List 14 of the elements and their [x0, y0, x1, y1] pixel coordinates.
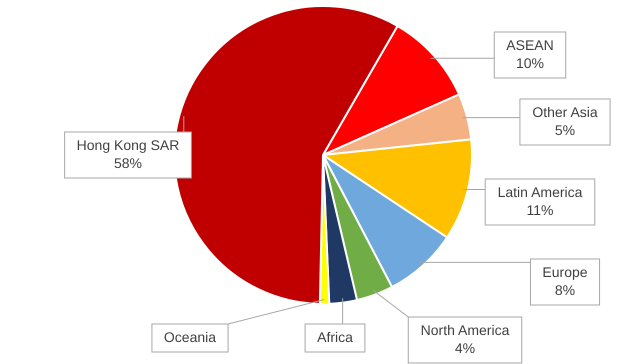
data-label: 4%: [454, 340, 476, 356]
slice-label: Other Asia: [532, 104, 598, 120]
data-label: 58%: [114, 154, 142, 171]
data-label: 11%: [526, 202, 554, 218]
slice-label: Africa: [317, 328, 354, 345]
slice-label: Oceania: [164, 328, 216, 345]
slice-label: Latin America: [498, 184, 583, 200]
slice-label: Europe: [542, 264, 588, 280]
data-label: 8%: [554, 282, 576, 298]
slice-label: Hong Kong SAR: [76, 136, 180, 153]
data-label: 5%: [554, 122, 576, 138]
slice-label: ASEAN: [506, 36, 554, 53]
data-label: 10%: [516, 54, 544, 71]
slice-label: North America: [420, 322, 510, 338]
